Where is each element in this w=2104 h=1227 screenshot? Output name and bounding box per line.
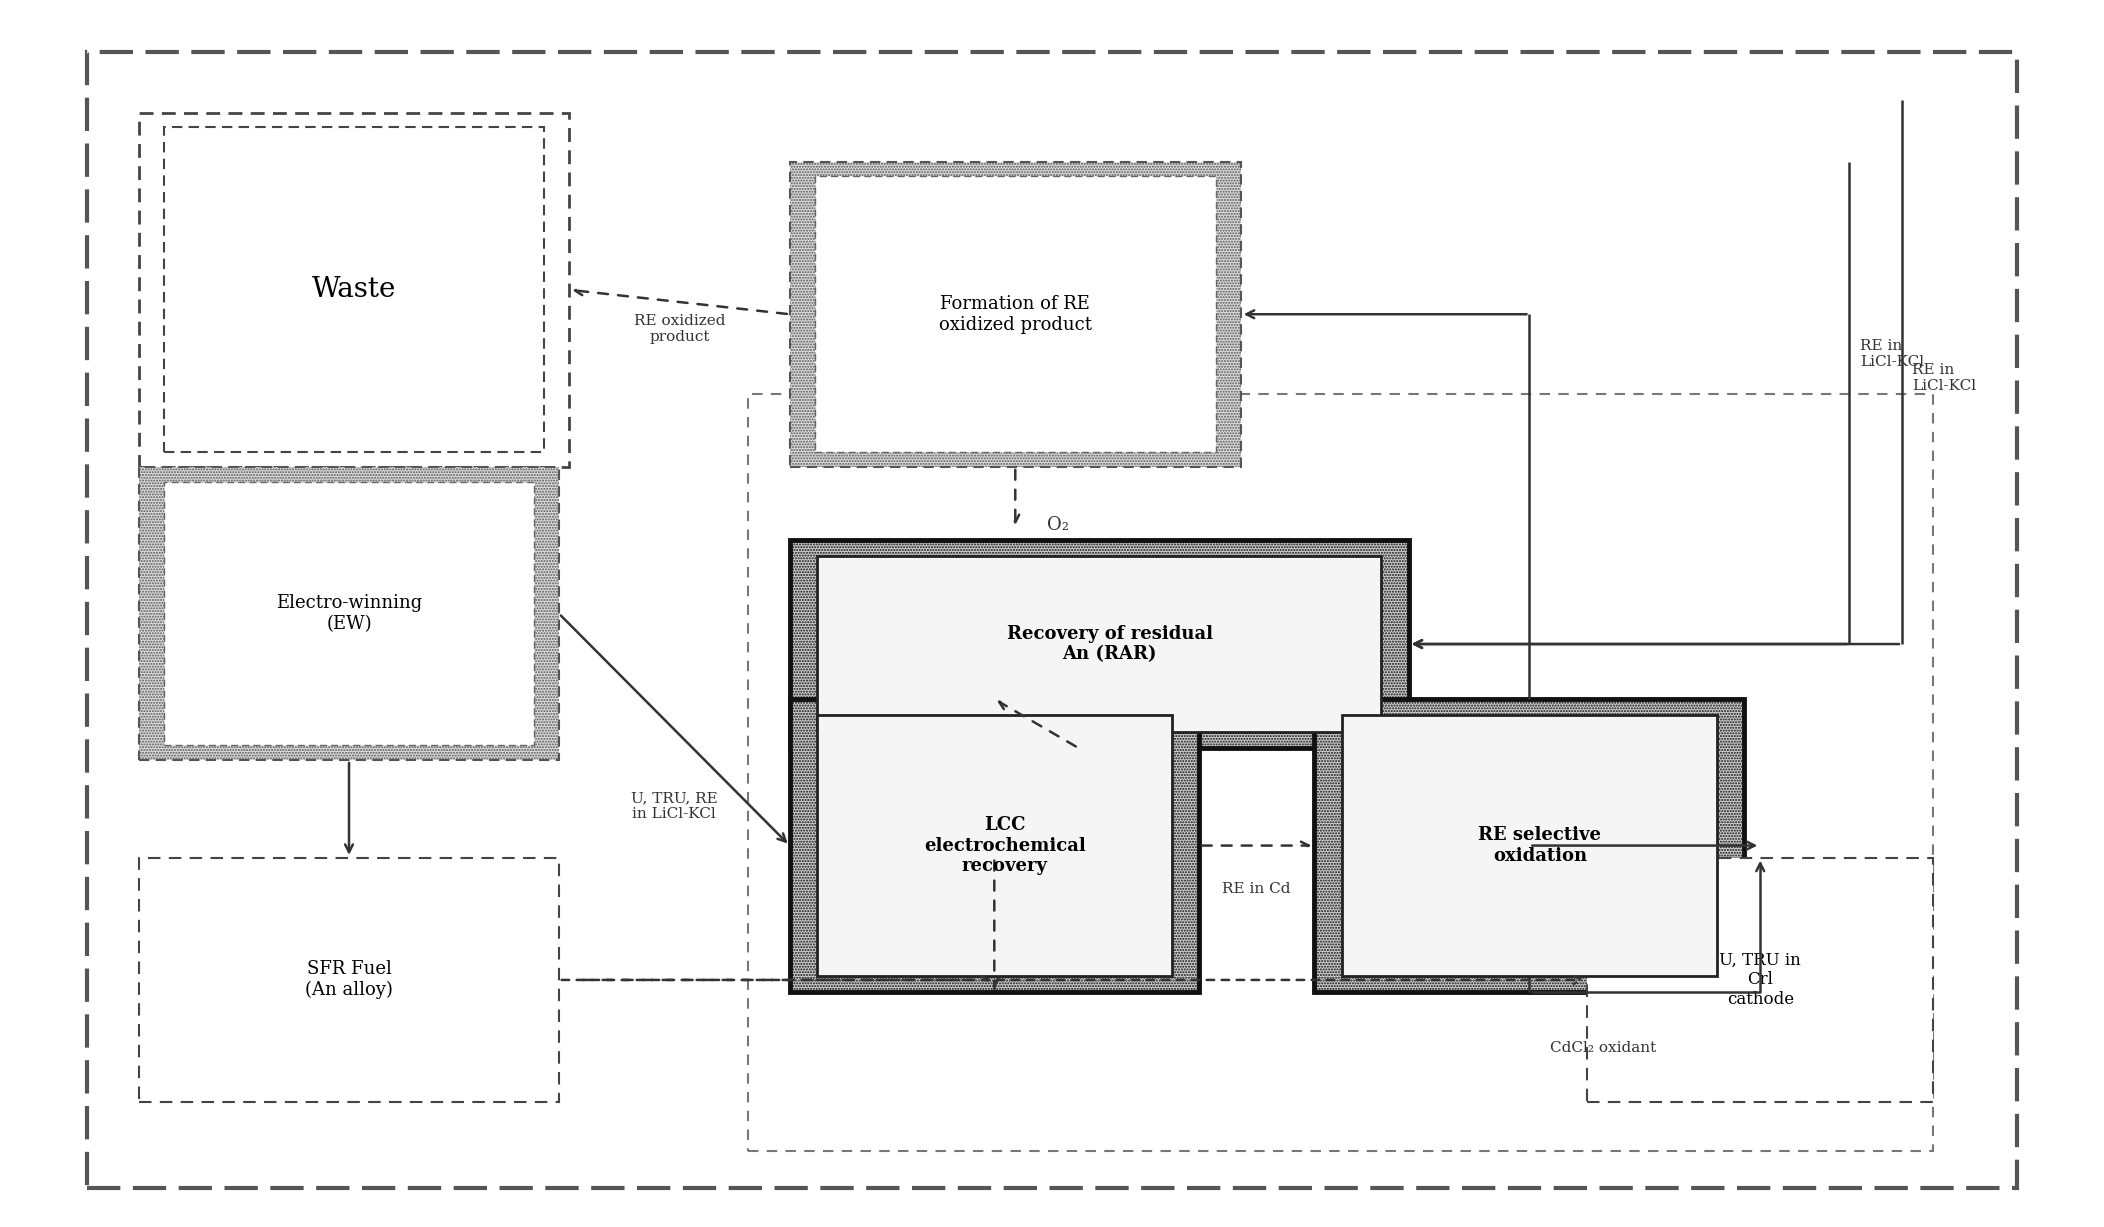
Bar bbox=[139, 467, 560, 760]
Text: RE in
LiCl-KCl: RE in LiCl-KCl bbox=[1913, 363, 1976, 394]
Bar bbox=[1586, 858, 1934, 1102]
Text: Waste: Waste bbox=[311, 276, 396, 303]
Bar bbox=[814, 177, 1216, 453]
Text: RE in Cd: RE in Cd bbox=[1222, 882, 1292, 896]
Bar bbox=[747, 394, 1934, 1151]
Bar bbox=[816, 556, 1382, 733]
Bar bbox=[1342, 715, 1717, 977]
Bar bbox=[139, 113, 570, 467]
Text: RE selective
oxidation: RE selective oxidation bbox=[1479, 826, 1601, 865]
Text: U, TRU, RE
in LiCl-KCl: U, TRU, RE in LiCl-KCl bbox=[631, 791, 717, 821]
Text: O₂: O₂ bbox=[1048, 515, 1069, 534]
Bar bbox=[789, 162, 1241, 467]
Bar bbox=[164, 128, 545, 453]
Text: RE in
LiCl-KCl: RE in LiCl-KCl bbox=[1860, 339, 1923, 369]
Text: RE oxidized
product: RE oxidized product bbox=[633, 314, 726, 345]
Bar bbox=[816, 715, 1172, 977]
Bar bbox=[789, 540, 1410, 748]
Text: Electro-winning
(EW): Electro-winning (EW) bbox=[276, 594, 423, 633]
Text: U, TRU in
Crl
cathode: U, TRU in Crl cathode bbox=[1719, 952, 1801, 1009]
Bar bbox=[164, 481, 534, 746]
Bar bbox=[139, 858, 560, 1102]
Bar bbox=[1315, 699, 1744, 993]
Text: CdCl₂ oxidant: CdCl₂ oxidant bbox=[1551, 1040, 1656, 1055]
Text: Recovery of residual
An (RAR): Recovery of residual An (RAR) bbox=[1006, 625, 1212, 664]
Bar bbox=[789, 699, 1199, 993]
Text: Formation of RE
oxidized product: Formation of RE oxidized product bbox=[938, 294, 1092, 334]
Text: SFR Fuel
(An alloy): SFR Fuel (An alloy) bbox=[305, 961, 393, 1000]
Text: LCC
electrochemical
recovery: LCC electrochemical recovery bbox=[924, 816, 1086, 875]
